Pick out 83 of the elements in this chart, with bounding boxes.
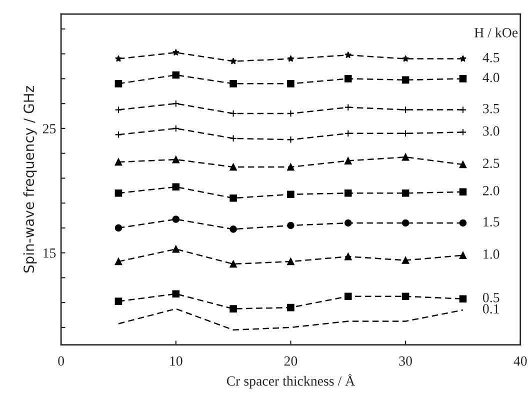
point	[114, 224, 122, 232]
series-label: 4.0	[482, 72, 500, 82]
point	[230, 110, 237, 118]
point	[459, 252, 467, 259]
point	[114, 189, 122, 197]
point	[344, 75, 352, 82]
point	[287, 55, 294, 62]
x-tick-label: 10	[170, 356, 182, 366]
point	[287, 80, 294, 88]
point	[114, 258, 122, 266]
y-axis-title: Spin-wave frequency / GHz	[23, 86, 37, 273]
series-label: 0.5	[482, 292, 500, 302]
point	[344, 252, 352, 260]
point	[287, 190, 294, 198]
y-tick-label: 25	[42, 124, 56, 134]
series-label: 2.5	[483, 158, 500, 168]
point	[344, 104, 352, 111]
point	[402, 256, 410, 264]
point	[230, 305, 237, 312]
series-label: 0.1	[482, 304, 499, 314]
point	[230, 163, 237, 171]
point	[172, 124, 180, 132]
point	[230, 58, 237, 64]
point	[344, 189, 352, 197]
point	[172, 71, 180, 79]
x-tick-label: 40	[514, 356, 527, 366]
x-tick-label: 30	[399, 356, 412, 366]
x-tick-label: 20	[284, 356, 298, 366]
point	[287, 163, 294, 171]
point	[459, 106, 467, 114]
point	[172, 245, 180, 253]
point	[402, 219, 410, 227]
point	[287, 136, 294, 144]
point	[459, 55, 466, 62]
point	[172, 156, 180, 164]
point	[114, 158, 122, 166]
point	[344, 292, 352, 300]
point	[230, 226, 237, 233]
point	[459, 188, 467, 196]
point	[459, 160, 467, 168]
point	[402, 106, 410, 114]
point	[344, 219, 352, 227]
point	[402, 76, 410, 84]
point	[230, 260, 237, 268]
point	[114, 80, 122, 88]
x-axis-title: Cr spacer thickness / Å	[226, 374, 356, 389]
legend-title: H / kOe	[474, 28, 518, 38]
point	[459, 75, 467, 82]
point	[230, 80, 237, 88]
point	[172, 48, 180, 56]
y-tick-label: 15	[44, 248, 56, 258]
series-label: 3.5	[483, 104, 500, 114]
point	[402, 55, 410, 62]
point	[114, 55, 122, 62]
series-label: 1.5	[484, 217, 500, 227]
point	[287, 222, 294, 230]
point	[287, 258, 294, 266]
point	[172, 100, 180, 108]
series-label: 4.5	[482, 53, 500, 62]
point	[344, 51, 352, 58]
point	[402, 153, 410, 161]
point	[230, 194, 237, 202]
point	[172, 216, 180, 223]
point	[344, 157, 352, 164]
point	[114, 106, 122, 114]
line-series	[118, 308, 464, 331]
point	[459, 219, 467, 227]
point	[402, 189, 410, 197]
series-label: 2.0	[483, 186, 500, 196]
series-label: 3.0	[483, 126, 500, 136]
point	[230, 134, 237, 142]
point	[172, 183, 180, 191]
series-label: 1.0	[484, 249, 500, 259]
point	[402, 130, 410, 138]
point	[287, 304, 294, 312]
point	[114, 298, 122, 305]
x-tick-label: 0	[58, 356, 64, 366]
point	[459, 128, 467, 136]
point	[402, 292, 410, 300]
point	[172, 290, 180, 298]
point	[459, 295, 467, 302]
point	[344, 130, 352, 138]
point	[114, 131, 122, 138]
